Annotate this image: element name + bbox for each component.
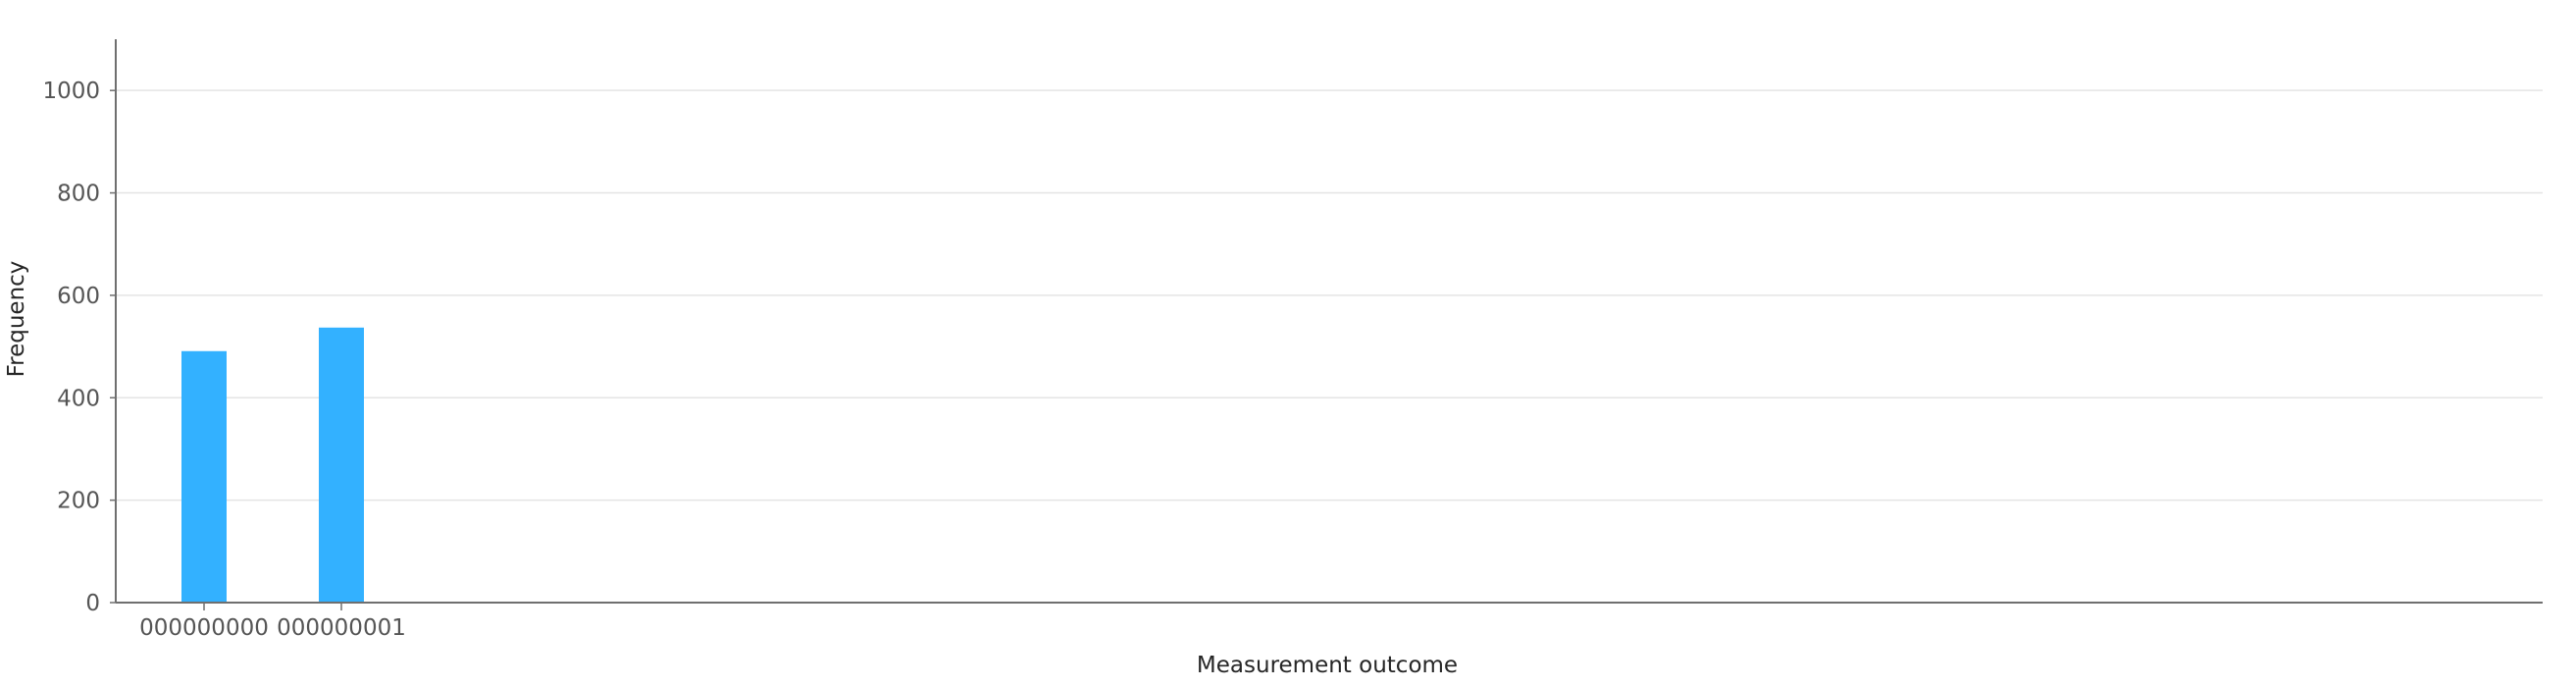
bar-000000001 xyxy=(319,327,364,603)
x-tick-label: 000000000 xyxy=(139,615,269,641)
x-axis-title: Measurement outcome xyxy=(1197,653,1458,678)
bars xyxy=(181,327,364,603)
grid-lines xyxy=(116,89,2543,502)
y-tick-label: 1000 xyxy=(42,79,100,104)
x-axis-ticks: 000000000 000000001 xyxy=(139,603,406,641)
y-tick-label: 0 xyxy=(85,591,100,616)
y-tick-label: 600 xyxy=(57,284,100,309)
x-tick-label: 000000001 xyxy=(277,615,406,641)
y-axis-title: Frequency xyxy=(4,261,29,378)
y-axis-ticks: 0 200 400 600 800 1000 xyxy=(42,79,116,616)
bar-000000000 xyxy=(181,350,227,603)
y-tick-label: 200 xyxy=(57,489,100,514)
y-tick-label: 400 xyxy=(57,386,100,411)
y-tick-label: 800 xyxy=(57,182,100,207)
